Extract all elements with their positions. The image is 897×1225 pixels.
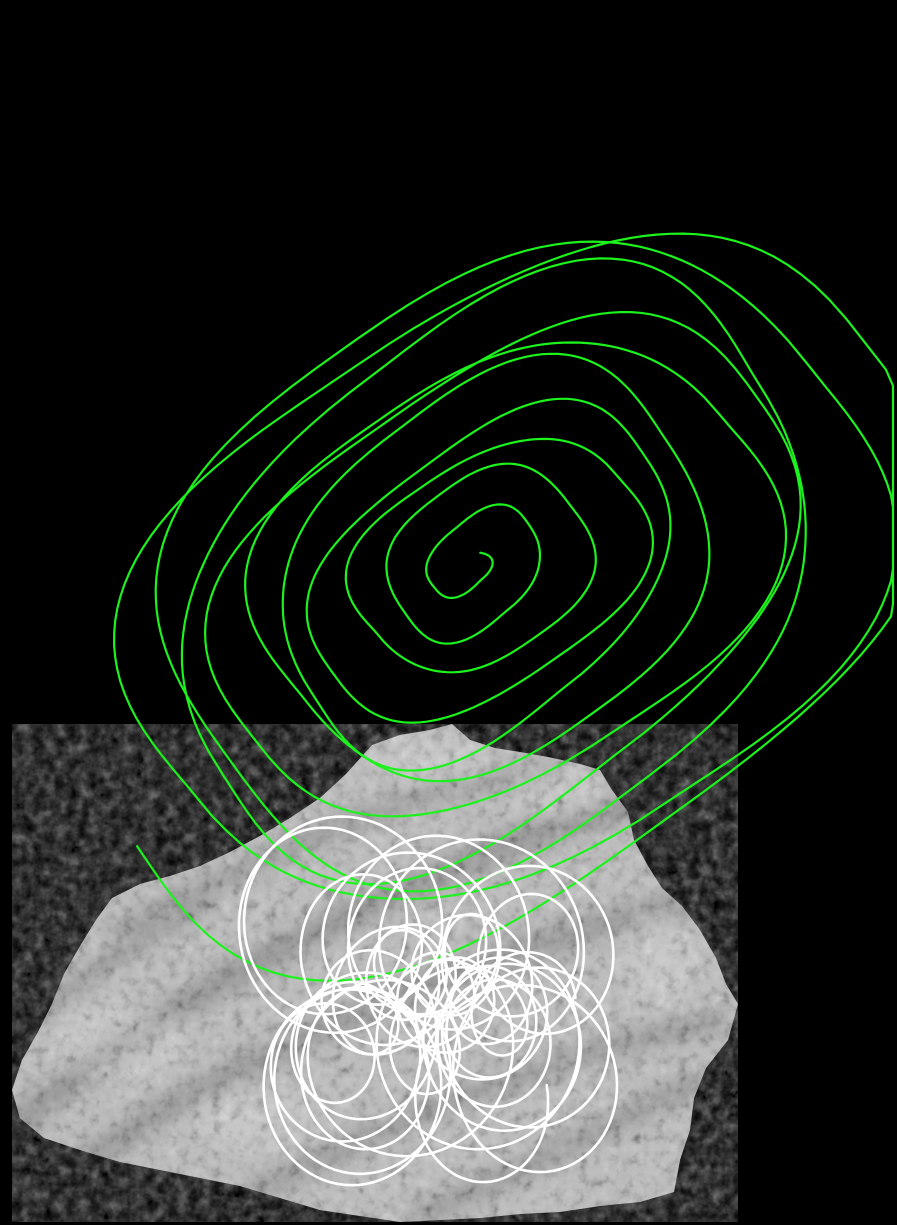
artwork-svg <box>0 0 897 1225</box>
artwork-canvas <box>0 0 897 1225</box>
